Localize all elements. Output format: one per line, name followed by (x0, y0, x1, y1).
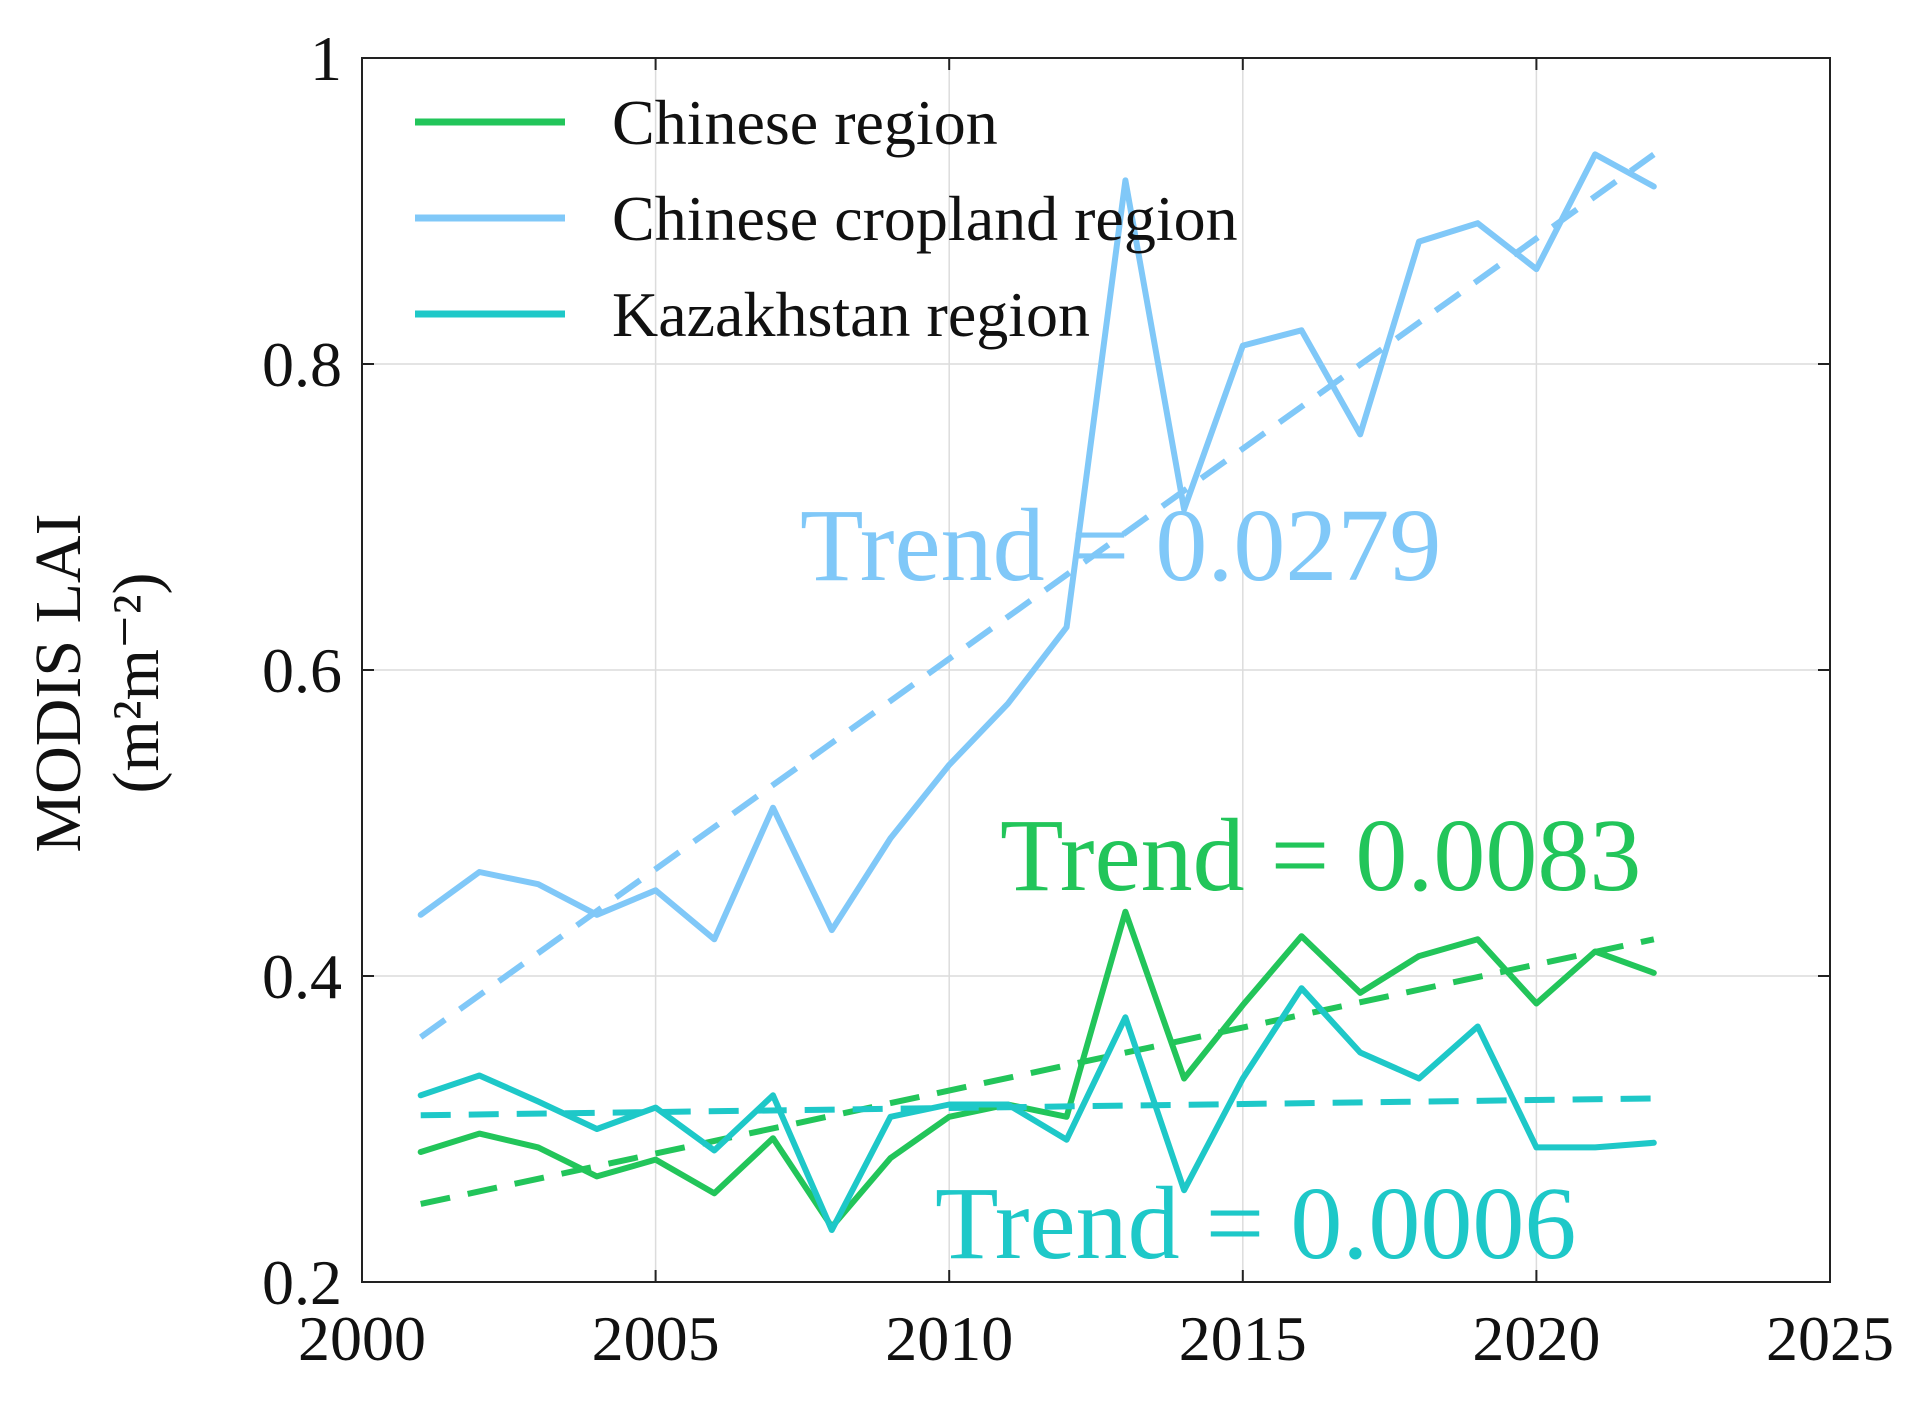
chinese-cropland-region-trend-label: Trend = 0.0279 (800, 488, 1441, 603)
y-tick-label: 1 (310, 23, 342, 94)
y-tick-label: 0.8 (262, 329, 342, 400)
ticks: 2000 2005 2010 2015 2020 2025 0.2 0.4 0.6 0.8 1 (262, 23, 1894, 1374)
kazakhstan-region-trend-label: Trend = 0.0006 (935, 1166, 1576, 1281)
kazakhstan-region-trend-line (420, 1095, 1654, 1119)
trend-labels: Trend = 0.0083 Trend = 0.0279 Trend = 0.00… (800, 488, 1641, 1281)
legend: Chinese region Chinese cropland region Kaz… (415, 87, 1238, 350)
x-tick-label: 2010 (885, 1303, 1013, 1374)
x-tick-label: 2000 (298, 1303, 426, 1374)
kazakhstan-region-series-line (417, 985, 1657, 1233)
y-axis-title: MODIS LAI (m²m⁻²) (22, 513, 173, 852)
chinese-cropland-region-legend-label: Chinese cropland region (612, 183, 1238, 254)
chinese-region-trend-label: Trend = 0.0083 (1000, 798, 1641, 913)
y-axis-label: MODIS LAI (22, 513, 95, 852)
chinese-region-trend-line (420, 936, 1655, 1207)
chinese-cropland-region-trend-line (418, 151, 1656, 1040)
x-tick-label: 2005 (592, 1303, 720, 1374)
x-tick-label: 2025 (1766, 1303, 1894, 1374)
chinese-cropland-region-series-line (417, 151, 1657, 943)
y-tick-label: 0.2 (262, 1247, 342, 1318)
x-tick-label: 2020 (1472, 1303, 1600, 1374)
chinese-region-legend-label: Chinese region (612, 87, 998, 158)
y-tick-label: 0.4 (262, 941, 342, 1012)
y-tick-label: 0.6 (262, 635, 342, 706)
series-layer (417, 151, 1657, 1233)
x-tick-label: 2015 (1179, 1303, 1307, 1374)
y-axis-unit: (m²m⁻²) (100, 572, 173, 793)
kazakhstan-region-legend-label: Kazakhstan region (612, 279, 1090, 350)
chinese-region-series-line (417, 908, 1657, 1230)
